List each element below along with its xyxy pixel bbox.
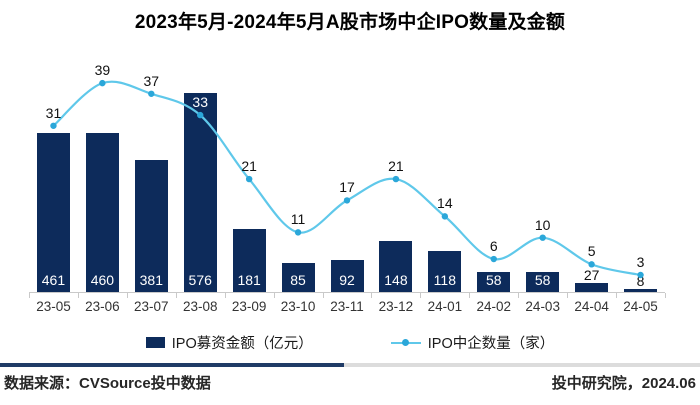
bar — [330, 260, 364, 292]
line-point-dot — [50, 122, 57, 129]
bar — [379, 240, 413, 292]
bar — [134, 160, 168, 292]
x-axis-tick — [518, 293, 520, 298]
x-axis-label: 23-11 — [330, 299, 364, 314]
line-value-label: 3 — [636, 254, 645, 270]
x-axis-label: 23-10 — [280, 299, 316, 314]
x-axis-tick — [175, 293, 177, 298]
x-axis-label: 23-08 — [182, 299, 218, 314]
x-axis-label: 24-02 — [476, 299, 512, 314]
x-axis-label: 24-05 — [623, 299, 658, 314]
line-point-dot — [539, 234, 546, 241]
line-value-label: 10 — [534, 216, 551, 233]
line-value-label: 31 — [45, 104, 62, 121]
x-axis-tick — [77, 293, 79, 298]
line-value-label: 33 — [192, 94, 209, 111]
bar-series-swatch-icon — [145, 337, 165, 348]
line-value-label: 21 — [241, 158, 257, 175]
x-axis-tick — [469, 293, 471, 298]
legend: IPO募资金额（亿元） IPO中企数量（家） — [0, 332, 700, 353]
bar-value-label: 460 — [90, 272, 115, 288]
line-value-label: 5 — [587, 243, 596, 260]
line-point-dot — [294, 229, 302, 236]
bar-value-label: 576 — [188, 272, 212, 288]
legend-line-label: IPO中企数量（家） — [427, 336, 555, 352]
line-point-dot — [490, 255, 497, 263]
line-value-label: 6 — [489, 238, 498, 255]
bar-value-label: 118 — [433, 272, 457, 288]
legend-item-bar: IPO募资金额（亿元） — [145, 332, 313, 353]
publisher-label: 投中研究院，2024.06 — [551, 375, 696, 392]
x-axis-tick — [616, 293, 618, 298]
x-axis-tick — [224, 293, 226, 298]
line-point-dot — [637, 271, 644, 279]
line-value-label: 39 — [94, 62, 111, 79]
bar-value-label: 461 — [41, 272, 66, 288]
line-value-label: 11 — [290, 211, 306, 228]
line-point-dot — [245, 175, 253, 183]
footer-divider-left — [0, 363, 344, 367]
line-value-label: 17 — [339, 179, 355, 196]
plot-area: 461 460 381 576 181 85 92 148 118 58 58 27 8 31 39 37 33… — [29, 62, 666, 314]
line-point-dot — [441, 213, 449, 220]
bar — [526, 271, 560, 292]
data-source-label: 数据来源：CVSource投中数据 — [4, 375, 211, 392]
footer-divider — [0, 363, 700, 367]
x-axis-tick — [371, 293, 373, 298]
line-series-swatch-icon — [390, 339, 421, 347]
bar-value-label: 181 — [237, 272, 261, 288]
x-axis-tick — [420, 293, 422, 298]
line-value-label: 21 — [388, 158, 404, 175]
x-axis-tick — [665, 293, 666, 298]
bar-value-label: 381 — [139, 272, 163, 288]
x-axis-tick — [126, 293, 128, 298]
chart-title: 2023年5月-2024年5月A股市场中企IPO数量及金额 — [134, 12, 566, 33]
bar-value-label: 85 — [290, 272, 306, 288]
bar-value-label: 58 — [485, 272, 502, 288]
x-axis-line — [29, 292, 665, 293]
x-axis-tick — [322, 293, 324, 298]
line-point-dot — [148, 90, 155, 97]
footer-divider-right — [344, 363, 700, 367]
x-axis-label: 24-01 — [427, 299, 463, 314]
line-series — [50, 79, 644, 279]
line-point-dot — [343, 197, 351, 204]
bar — [36, 132, 70, 292]
x-axis-tick — [273, 293, 275, 298]
line-point-dot — [588, 261, 595, 268]
line-value-label: 37 — [143, 72, 160, 89]
x-axis-label: 23-09 — [231, 299, 267, 314]
bar — [232, 229, 266, 292]
bar — [624, 289, 658, 292]
bar-value-label: 58 — [534, 272, 551, 288]
line-point-dot — [99, 79, 106, 87]
line-path — [52, 80, 641, 277]
bar — [428, 251, 462, 292]
x-axis-label: 24-03 — [525, 299, 560, 314]
x-axis-label: 23-05 — [36, 299, 71, 314]
bar — [85, 133, 119, 292]
line-point-dot — [392, 175, 400, 183]
x-axis-tick — [567, 293, 569, 298]
line-value-label: 14 — [437, 195, 453, 212]
line-point-dot — [197, 111, 204, 119]
legend-item-line: IPO中企数量（家） — [390, 332, 555, 353]
bar-value-label: 27 — [583, 266, 600, 283]
bar-value-label: 8 — [636, 273, 645, 290]
bar — [575, 282, 609, 292]
x-axis-label: 23-06 — [85, 299, 120, 314]
bar-value-label: 92 — [339, 272, 355, 288]
bar-value-label: 148 — [384, 272, 408, 288]
legend-bar-label: IPO募资金额（亿元） — [171, 336, 313, 352]
bar — [477, 271, 511, 292]
footer: 数据来源：CVSource投中数据 投中研究院，2024.06 — [4, 372, 696, 393]
x-axis-label: 23-07 — [134, 299, 169, 314]
bar — [281, 262, 315, 292]
x-axis-label: 23-12 — [378, 299, 414, 314]
x-axis-label: 24-04 — [574, 299, 609, 314]
x-axis-tick — [29, 293, 30, 298]
